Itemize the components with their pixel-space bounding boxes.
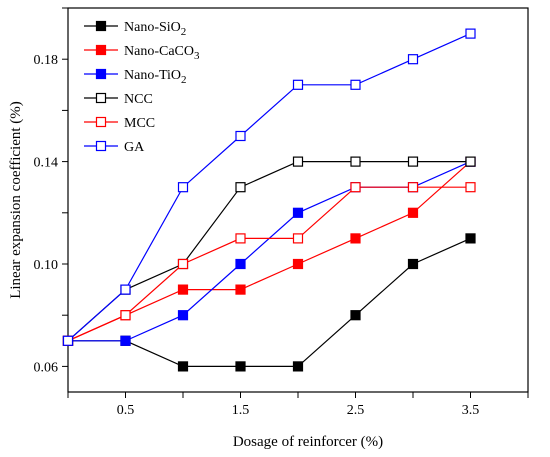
data-point	[292, 79, 304, 90]
legend-item: GA	[84, 140, 145, 155]
y-tick-label: 0.10	[34, 258, 59, 273]
x-tick-label: 2.5	[347, 403, 365, 418]
data-point	[350, 310, 361, 321]
legend-label: NCC	[124, 92, 153, 107]
legend-item: NCC	[84, 92, 153, 107]
y-tick-label: 0.06	[34, 360, 59, 375]
data-point	[350, 233, 361, 244]
legend-item: MCC	[84, 116, 155, 131]
series-line	[68, 237, 471, 367]
data-point	[235, 258, 246, 270]
plot-area	[67, 7, 529, 393]
data-point	[292, 156, 304, 167]
plot-frame	[67, 7, 529, 393]
legend-marker	[95, 44, 107, 56]
data-point	[350, 79, 361, 90]
data-point	[235, 284, 246, 295]
legend: Nano-SiO2 Nano-CaCO3 Nano-TiO2 NCC MCC GA	[84, 20, 200, 155]
data-point	[235, 361, 246, 372]
legend-label: GA	[124, 140, 145, 155]
x-tick-label: 0.5	[117, 403, 135, 418]
data-point	[292, 207, 304, 218]
data-point	[465, 182, 476, 193]
series-1	[62, 233, 476, 372]
data-point	[177, 361, 189, 372]
x-tick-label: 3.5	[462, 403, 480, 418]
data-point	[235, 130, 246, 142]
y-tick-label: 0.14	[34, 156, 59, 171]
legend-item: Nano-TiO2	[84, 68, 187, 86]
legend-marker	[95, 140, 107, 152]
data-point	[465, 156, 476, 167]
legend-marker	[95, 68, 107, 80]
legend-marker	[95, 20, 107, 32]
legend-label: MCC	[124, 116, 155, 131]
series-6	[62, 28, 476, 346]
legend-label: Nano-SiO2	[124, 20, 186, 38]
data-point	[407, 182, 419, 193]
data-point	[177, 258, 189, 270]
data-point	[407, 258, 419, 270]
legend-marker	[95, 92, 107, 104]
data-point	[465, 28, 476, 39]
data-point	[292, 258, 304, 270]
data-point	[177, 284, 189, 295]
x-tick-label: 1.5	[232, 403, 250, 418]
data-point	[350, 182, 361, 193]
data-point	[177, 310, 189, 321]
legend-item: Nano-CaCO3	[84, 44, 200, 62]
data-point	[407, 54, 419, 65]
series-5	[62, 182, 476, 346]
data-point	[235, 233, 246, 244]
y-axis: 0.06 0.10 0.14 0.18	[34, 7, 68, 375]
data-point	[292, 233, 304, 244]
series-layer	[62, 28, 476, 372]
data-point	[177, 182, 189, 193]
data-point	[350, 156, 361, 167]
series-line	[67, 186, 471, 342]
series-line	[67, 33, 471, 342]
series-line	[67, 161, 471, 342]
legend-label: Nano-CaCO3	[124, 44, 200, 62]
data-point	[120, 335, 131, 346]
legend-item: Nano-SiO2	[84, 20, 186, 38]
data-point	[292, 361, 304, 372]
y-axis-title: Linear expansion coefficient (%)	[8, 101, 24, 299]
y-tick-label: 0.18	[34, 53, 59, 68]
data-point	[407, 156, 419, 167]
data-point	[407, 207, 419, 218]
series-line	[67, 161, 471, 342]
legend-marker	[95, 116, 107, 128]
data-point	[465, 233, 476, 244]
x-axis: 0.5 1.5 2.5 3.5	[67, 392, 529, 418]
data-point	[235, 182, 246, 193]
legend-label: Nano-TiO2	[124, 68, 187, 86]
data-point	[120, 284, 131, 295]
data-point	[120, 310, 131, 321]
data-point	[62, 335, 74, 346]
x-axis-title: Dosage of reinforcer (%)	[233, 434, 383, 450]
